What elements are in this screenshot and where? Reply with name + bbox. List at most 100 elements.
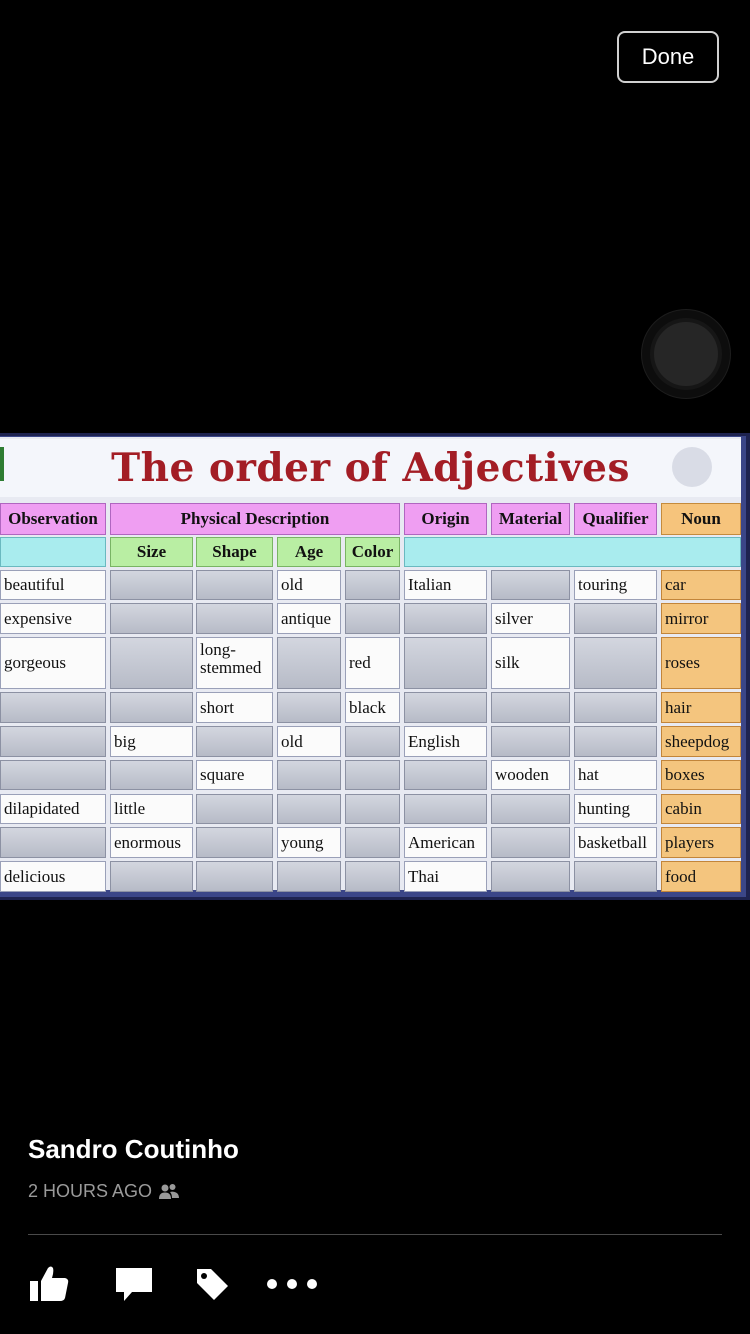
table-cell	[110, 570, 193, 600]
table-cell: little	[110, 794, 193, 824]
subheader-age: Age	[277, 537, 341, 567]
table-cell: beautiful	[0, 570, 106, 600]
table-cell	[491, 827, 570, 858]
table-cell	[345, 603, 400, 634]
table-cell	[196, 861, 273, 892]
done-button[interactable]: Done	[617, 31, 719, 83]
table-cell	[110, 603, 193, 634]
table-cell	[196, 603, 273, 634]
comment-icon	[116, 1268, 152, 1301]
author-name[interactable]: Sandro Coutinho	[28, 1134, 239, 1164]
table-cell	[574, 861, 657, 892]
table-cell	[404, 794, 487, 824]
divider	[28, 1234, 722, 1235]
table-cell	[404, 603, 487, 634]
table-cell	[491, 692, 570, 723]
table-cell	[110, 760, 193, 790]
table-cell	[196, 827, 273, 858]
table-cell: American	[404, 827, 487, 858]
header-physical-description: Physical Description	[110, 503, 400, 535]
table-cell	[277, 861, 341, 892]
subheader-blank-right	[404, 537, 741, 567]
table-cell: touring	[574, 570, 657, 600]
table-cell: old	[277, 726, 341, 757]
subheader-blank	[0, 537, 106, 567]
table-cell: Italian	[404, 570, 487, 600]
table-cell	[196, 794, 273, 824]
table-cell: sheepdog	[661, 726, 741, 757]
post-time-text: 2 HOURS AGO	[28, 1181, 153, 1201]
header-observation: Observation	[0, 503, 106, 535]
table-cell: big	[110, 726, 193, 757]
table-cell	[277, 760, 341, 790]
adjectives-poster: The order of Adjectives Observation Physi…	[0, 437, 741, 892]
header-noun: Noun	[661, 503, 741, 535]
header-material: Material	[491, 503, 570, 535]
table-cell: roses	[661, 637, 741, 689]
table-cell	[574, 726, 657, 757]
subheader-shape: Shape	[196, 537, 273, 567]
friends-icon	[158, 1183, 180, 1201]
subheader-size: Size	[110, 537, 193, 567]
table-cell	[404, 692, 487, 723]
table-cell	[345, 570, 400, 600]
tag-button[interactable]	[192, 1262, 232, 1306]
table-cell: gorgeous	[0, 637, 106, 689]
table-cell: silver	[491, 603, 570, 634]
table-cell: square	[196, 760, 273, 790]
table-cell	[491, 726, 570, 757]
table-cell	[110, 692, 193, 723]
poster-title: The order of Adjectives	[111, 445, 630, 491]
table-cell	[110, 861, 193, 892]
table-cell: dilapidated	[0, 794, 106, 824]
subheader-color: Color	[345, 537, 400, 567]
table-cell: English	[404, 726, 487, 757]
table-cell: mirror	[661, 603, 741, 634]
tag-icon	[197, 1269, 228, 1300]
table-cell	[196, 726, 273, 757]
table-cell: hair	[661, 692, 741, 723]
comment-button[interactable]	[112, 1262, 156, 1306]
more-button[interactable]	[264, 1262, 320, 1306]
table-cell	[196, 570, 273, 600]
table-cell	[277, 637, 341, 689]
table-cell	[0, 726, 106, 757]
header-qualifier: Qualifier	[574, 503, 657, 535]
table-cell	[345, 794, 400, 824]
like-button[interactable]	[26, 1262, 72, 1306]
table-cell	[0, 692, 106, 723]
table-cell: wooden	[491, 760, 570, 790]
table-cell: basketball	[574, 827, 657, 858]
assistive-touch-button[interactable]	[642, 310, 730, 398]
header-origin: Origin	[404, 503, 487, 535]
table-cell: food	[661, 861, 741, 892]
table-cell: expensive	[0, 603, 106, 634]
table-cell: black	[345, 692, 400, 723]
table-cell	[491, 861, 570, 892]
table-cell: cabin	[661, 794, 741, 824]
like-icon	[30, 1266, 69, 1301]
more-icon	[267, 1279, 317, 1289]
table-cell: players	[661, 827, 741, 858]
table-cell	[0, 827, 106, 858]
table-cell: hunting	[574, 794, 657, 824]
table-cell: Thai	[404, 861, 487, 892]
table-cell: antique	[277, 603, 341, 634]
table-cell: car	[661, 570, 741, 600]
photo[interactable]: The order of Adjectives Observation Physi…	[0, 433, 750, 900]
table-cell	[574, 637, 657, 689]
table-cell: hat	[574, 760, 657, 790]
table-cell: silk	[491, 637, 570, 689]
table-cell	[345, 760, 400, 790]
table-cell	[574, 692, 657, 723]
table-cell	[345, 827, 400, 858]
table-cell: enormous	[110, 827, 193, 858]
table-cell: young	[277, 827, 341, 858]
table-cell: boxes	[661, 760, 741, 790]
table-cell	[277, 794, 341, 824]
table-cell: red	[345, 637, 400, 689]
table-cell	[0, 760, 106, 790]
table-cell: long-stemmed	[196, 637, 273, 689]
table-cell	[345, 726, 400, 757]
table-cell	[345, 861, 400, 892]
